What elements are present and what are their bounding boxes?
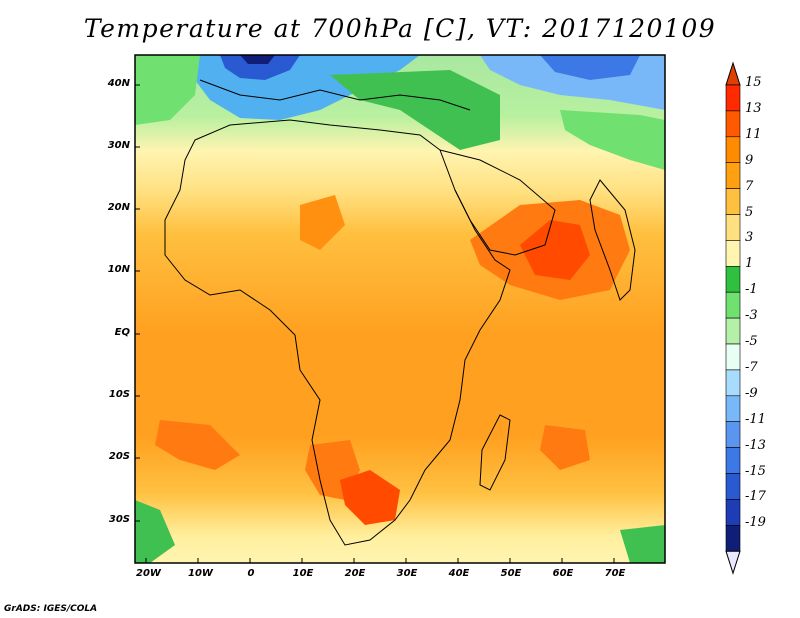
green-west [135,55,200,125]
lat-tick-label: 20S [108,451,130,462]
colorbar-label: -7 [745,359,758,375]
lon-tick-label: 10W [188,568,213,579]
warm-region-west-ocean [155,420,240,470]
colorbar-label: -15 [745,463,766,479]
cold-region-northeast-core [540,55,640,80]
lon-tick-label: 20E [344,568,366,579]
madagascar-coastline [479,414,511,491]
axis-ticks [135,84,615,563]
green-band [330,70,500,150]
colorbar-segment [725,317,741,345]
colorbar-segment [725,421,741,448]
colorbar-segment [725,343,741,371]
colorbar-segment [725,84,741,112]
colorbar-label: 5 [745,204,754,220]
green-southeast [620,525,665,563]
colorbar-segment [725,162,741,189]
colorbar-segment [725,110,741,138]
colorbar-label: -5 [745,334,758,349]
europe-coastline [199,79,471,111]
colorbar-label: 15 [745,75,762,90]
lon-tick-label: 0 [247,568,255,579]
lon-tick-label: 60E [552,568,574,579]
colorbar-label: -13 [745,437,766,453]
cold-region-north-core [220,55,300,80]
colorbar-label: -17 [745,489,766,505]
chart-title: Temperature at 700hPa [C], VT: 201712010… [83,14,717,43]
colorbar-segment [725,265,741,293]
lon-tick-label: 10E [292,568,314,579]
colorbar-segment [725,136,741,164]
coastlines [164,79,636,546]
colorbar-label: 13 [745,100,762,116]
hot-region-arabian [520,220,590,280]
colorbar-segment [725,473,741,500]
plot-frame [134,54,666,564]
lat-tick-label: 40N [107,78,130,89]
colorbar-segment [725,499,741,526]
lon-tick-label: 70E [604,568,626,579]
lat-tick-label: 10S [108,389,130,400]
colorbar [725,61,741,575]
colorbar-bottom-arrow [725,550,741,575]
lon-tick-label: 40E [448,568,470,579]
lat-tick-label: 30S [108,514,130,525]
cold-region-north-deep [240,55,275,64]
india-coastline [589,179,636,301]
hot-region-south [340,470,400,525]
lat-tick-label: EQ [114,327,130,338]
arabia-coastline [439,149,556,256]
colorbar-segment [725,447,741,474]
filled-contours [135,55,665,563]
colorbar-label: 7 [745,178,754,194]
green-southwest [135,500,175,563]
colorbar-label: 9 [745,152,754,168]
footer-credit: GrADS: IGES/COLA [4,604,98,614]
colorbar-segment [725,291,741,319]
colorbar-segment [725,214,741,241]
colorbar-segment [725,240,741,267]
lon-tick-label: 30E [396,568,418,579]
warm-region-sahel [300,195,345,250]
lat-tick-label: 30N [107,140,130,151]
green-east [560,110,665,170]
colorbar-top-arrow [725,61,741,86]
africa-coastline [164,119,511,546]
colorbar-segment [725,395,741,422]
colorbar-segment [725,524,741,552]
colorbar-label: -19 [745,515,766,531]
colorbar-label: 11 [745,126,762,142]
colorbar-label: -9 [745,385,758,401]
colorbar-label: -3 [745,308,758,324]
lat-tick-label: 20N [107,202,130,213]
colorbar-label: -11 [745,411,766,427]
lat-tick-label: 10N [107,264,130,275]
warm-region-east-ocean [540,425,590,470]
colorbar-segment [725,369,741,397]
lon-tick-label: 20W [136,568,161,579]
colorbar-label: 1 [745,256,754,272]
lon-tick-label: 50E [500,568,522,579]
colorbar-segment [725,188,741,215]
colorbar-label: 3 [745,230,754,246]
colorbar-label: -1 [745,282,758,298]
